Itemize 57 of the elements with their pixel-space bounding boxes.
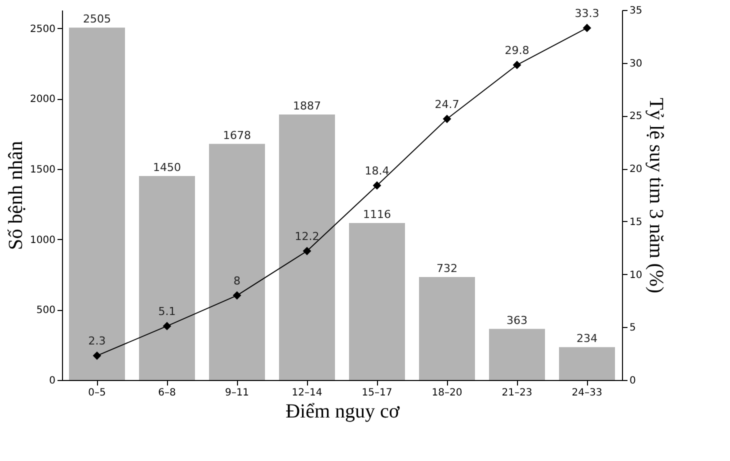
y-tick-label: 2500 [30, 24, 56, 35]
bar [139, 176, 195, 380]
bar [349, 222, 405, 380]
bar [559, 347, 615, 380]
bar [489, 328, 545, 380]
data-label: 1887 [293, 100, 321, 113]
y2-tick-label: 35 [630, 6, 642, 16]
y-tick-label: 1000 [30, 234, 56, 246]
y2-tick-label: 10 [630, 270, 642, 281]
point [302, 246, 312, 256]
point [162, 322, 172, 330]
data-label: 12.2 [294, 230, 320, 244]
data-label: 5.1 [158, 305, 176, 318]
y2-tick-label: 30 [630, 58, 642, 70]
point [582, 24, 592, 32]
y-axis-title: Số bệnh nhân [5, 141, 28, 250]
data-label: 33.3 [574, 6, 600, 20]
y2-tick-label: 25 [630, 111, 642, 122]
y2-tick-label: 5 [630, 322, 636, 334]
bar [69, 28, 125, 380]
x-tick-label: 18–20 [432, 388, 462, 398]
point [372, 181, 382, 190]
y-tick-label: 500 [36, 305, 56, 316]
data-label: 2.3 [88, 334, 106, 348]
bar [209, 144, 265, 380]
x-axis-title: Điểm nguy cơ [286, 400, 400, 422]
x-tick-label: 21–23 [502, 388, 532, 398]
point [232, 291, 242, 300]
point [92, 352, 102, 360]
y2-tick-label: 20 [630, 164, 642, 176]
x-tick-label: 6–8 [158, 388, 176, 398]
x-tick-label: 24–33 [572, 388, 602, 398]
y2-tick-label: 0 [630, 376, 636, 386]
data-label: 8 [234, 274, 240, 288]
data-label: 29.8 [504, 44, 530, 57]
y-tick-label: 1500 [30, 164, 56, 176]
point [512, 60, 522, 70]
y-tick-label: 2000 [30, 94, 56, 106]
bar [419, 277, 475, 380]
bar [279, 114, 335, 380]
data-label: 732 [436, 262, 458, 276]
data-label: 1678 [223, 128, 251, 142]
data-label: 363 [506, 314, 528, 327]
x-tick-label: 9–11 [224, 388, 250, 398]
y2-axis-title: Tỷ lệ suy tim 3 năm (%) [645, 98, 668, 294]
data-label: 1116 [363, 208, 391, 221]
y-tick-label: 0 [49, 376, 56, 386]
data-label: 24.7 [434, 98, 460, 111]
x-tick-label: 12–14 [292, 388, 322, 398]
x-tick-label: 0–5 [88, 388, 106, 398]
data-label: 2505 [83, 12, 111, 26]
data-label: 1450 [153, 161, 181, 174]
point [442, 114, 452, 124]
data-label: 234 [576, 332, 598, 346]
y2-tick-label: 15 [630, 216, 642, 228]
data-label: 18.4 [364, 164, 390, 178]
x-tick-label: 15–17 [362, 388, 392, 398]
